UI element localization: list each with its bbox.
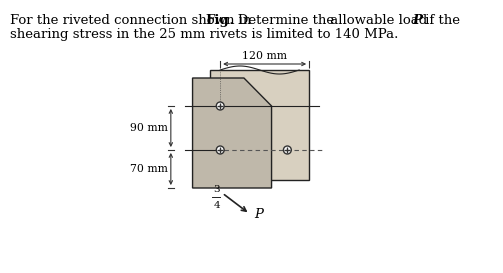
Polygon shape (193, 78, 272, 188)
Text: 120 mm: 120 mm (242, 51, 287, 61)
Text: P: P (413, 14, 423, 27)
Text: For the riveted connection shown in: For the riveted connection shown in (10, 14, 256, 27)
Text: 4: 4 (214, 201, 220, 210)
Text: 3: 3 (214, 185, 220, 194)
Polygon shape (210, 70, 309, 180)
Text: allowable load: allowable load (326, 14, 432, 27)
Text: if the: if the (421, 14, 460, 27)
Text: 70 mm: 70 mm (130, 164, 168, 174)
Text: . Determine the: . Determine the (225, 14, 334, 27)
Text: shearing stress in the 25 mm rivets is limited to 140 MPa.: shearing stress in the 25 mm rivets is l… (10, 28, 398, 41)
Circle shape (216, 102, 224, 110)
Text: Fig: Fig (205, 14, 229, 27)
Text: 90 mm: 90 mm (130, 123, 168, 133)
Text: P: P (254, 207, 263, 221)
Circle shape (216, 146, 224, 154)
Circle shape (283, 146, 291, 154)
